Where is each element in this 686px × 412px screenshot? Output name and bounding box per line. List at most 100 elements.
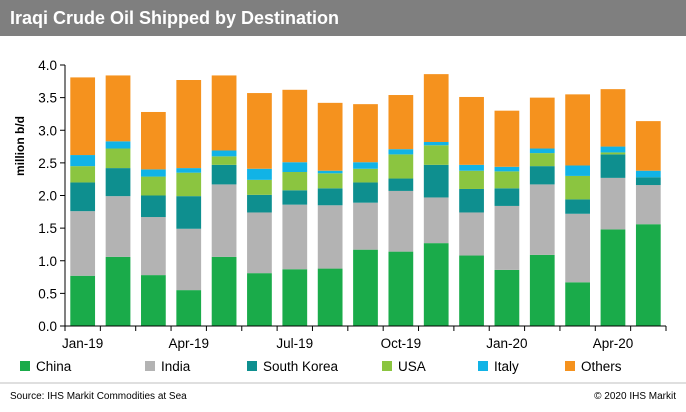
source-note: Source: IHS Markit Commodities at Sea <box>10 391 187 402</box>
bar-segment <box>565 94 590 166</box>
y-tick-label: 3.0 <box>38 123 57 138</box>
bar-segment <box>459 96 484 165</box>
bar-segment <box>388 178 414 191</box>
bar-segment <box>494 171 520 189</box>
bar-segment <box>176 80 202 169</box>
bar-segment <box>529 254 555 326</box>
bar-segment <box>388 95 414 150</box>
bar-series-group <box>70 74 661 326</box>
copyright-note: © 2020 IHS Markit <box>594 391 676 402</box>
bar-segment <box>388 251 414 326</box>
bar-segment <box>105 196 131 257</box>
x-tick-label: Jan-19 <box>62 336 103 351</box>
bar-segment <box>70 155 96 167</box>
bar-segment <box>529 97 555 149</box>
bar-segment <box>529 153 555 167</box>
bar-segment <box>176 196 202 229</box>
bar-segment <box>494 166 520 172</box>
bar-segment <box>105 75 131 142</box>
bar-segment <box>353 182 378 203</box>
bar-segment <box>211 156 237 165</box>
bar-segment <box>317 173 343 189</box>
stacked-bar-chart: million b/d 0.00.51.01.52.02.53.03.54.0 … <box>0 58 686 402</box>
bar-segment <box>423 74 449 142</box>
bar-segment <box>565 175 590 200</box>
bar-segment <box>105 256 131 326</box>
bar-segment <box>176 228 202 291</box>
bar-segment <box>211 184 237 257</box>
x-tick-label: Apr-20 <box>593 336 634 351</box>
bar-segment <box>423 197 449 244</box>
bar-segment <box>105 148 131 169</box>
bar-segment <box>211 75 237 151</box>
bar-segment <box>600 177 626 230</box>
legend-swatch <box>20 361 30 371</box>
bar-segment <box>635 177 661 186</box>
bar-segment <box>353 249 378 326</box>
bar-segment <box>494 110 520 167</box>
bar-segment <box>353 104 378 163</box>
legend-label: South Korea <box>263 359 339 374</box>
bar-segment <box>247 194 272 213</box>
legend-label: Italy <box>494 359 519 374</box>
y-tick-label: 1.0 <box>38 254 57 269</box>
bar-segment <box>247 212 272 274</box>
bar-segment <box>635 224 661 326</box>
bar-segment <box>317 205 343 269</box>
legend-swatch <box>478 361 488 371</box>
bar-segment <box>565 165 590 176</box>
bar-segment <box>600 229 626 326</box>
bar-segment <box>600 152 626 155</box>
bar-segment <box>105 168 131 197</box>
bar-segment <box>388 190 414 252</box>
bar-segment <box>70 182 96 212</box>
bar-segment <box>529 184 555 255</box>
bar-segment <box>600 146 626 153</box>
bar-segment <box>494 188 520 206</box>
bar-segment <box>141 111 166 170</box>
legend-swatch <box>382 361 392 371</box>
y-axis-title: million b/d <box>13 116 27 176</box>
y-tick-label: 4.0 <box>38 58 57 73</box>
bar-segment <box>459 212 484 256</box>
legend-swatch <box>145 361 155 371</box>
chart-title: Iraqi Crude Oil Shipped by Destination <box>10 8 340 28</box>
bar-segment <box>635 121 661 171</box>
bar-segment <box>494 205 520 270</box>
bar-segment <box>529 166 555 185</box>
bar-segment <box>423 164 449 198</box>
y-tick-label: 0.0 <box>38 319 57 334</box>
bar-segment <box>247 93 272 169</box>
bar-segment <box>70 166 96 183</box>
bar-segment <box>282 269 308 326</box>
bar-segment <box>600 89 626 147</box>
bar-segment <box>70 275 96 326</box>
x-tick-label: Apr-19 <box>168 336 209 351</box>
bar-segment <box>635 185 661 225</box>
bar-segment <box>105 141 131 149</box>
bar-segment <box>353 168 378 183</box>
bar-segment <box>565 213 590 283</box>
y-tick-label: 2.5 <box>38 156 57 171</box>
legend-swatch <box>565 361 575 371</box>
bar-segment <box>635 170 661 178</box>
bar-segment <box>282 172 308 191</box>
bar-segment <box>353 162 378 169</box>
bar-segment <box>141 176 166 196</box>
bar-segment <box>459 188 484 213</box>
bar-segment <box>529 148 555 154</box>
bar-segment <box>353 202 378 250</box>
bar-segment <box>565 199 590 214</box>
bar-segment <box>141 217 166 276</box>
bar-segment <box>141 275 166 326</box>
bar-segment <box>70 77 96 156</box>
y-tick-label: 3.5 <box>38 91 57 106</box>
legend-label: China <box>36 359 72 374</box>
bar-segment <box>247 179 272 195</box>
bar-segment <box>176 172 202 197</box>
title-bar: Iraqi Crude Oil Shipped by Destination <box>0 0 686 36</box>
y-tick-label: 0.5 <box>38 286 57 301</box>
x-tick-label: Oct-19 <box>381 336 422 351</box>
bar-segment <box>247 273 272 326</box>
